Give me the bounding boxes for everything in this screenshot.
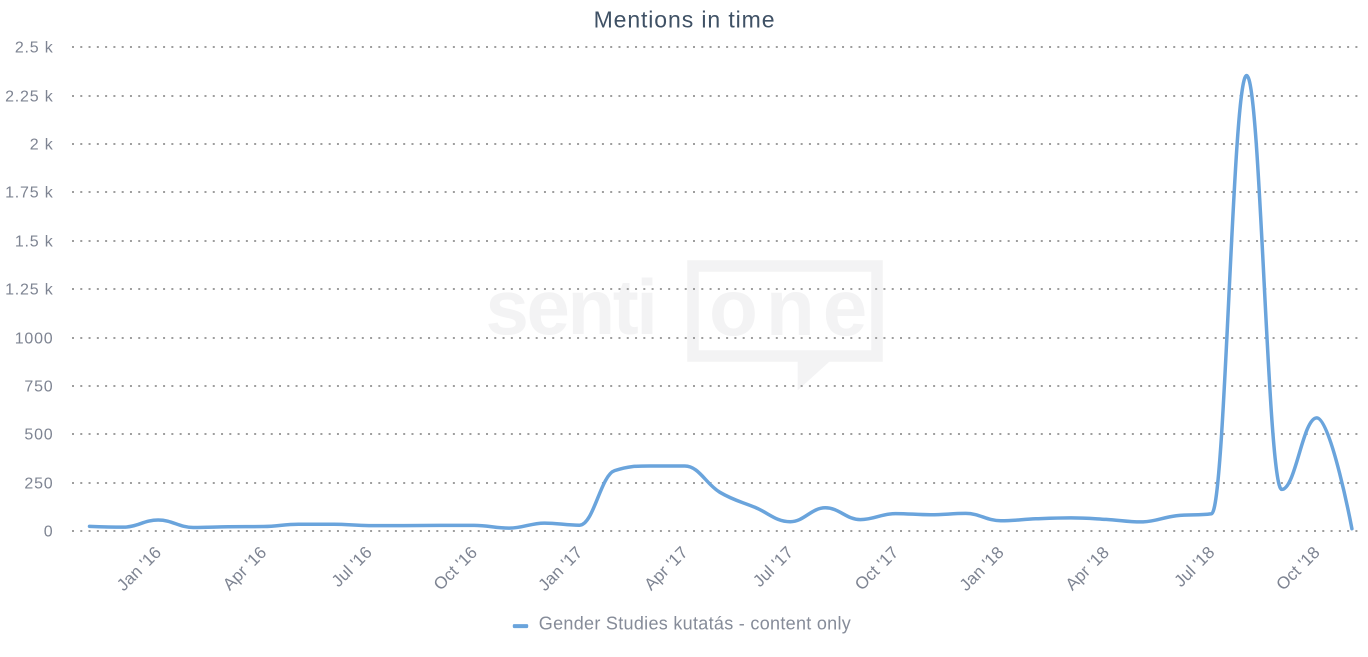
- svg-text:2.25 k: 2.25 k: [5, 89, 54, 106]
- svg-text:750: 750: [24, 379, 53, 396]
- svg-text:250: 250: [24, 476, 53, 493]
- svg-text:Mentions in time: Mentions in time: [594, 7, 776, 33]
- svg-text:1000: 1000: [15, 331, 54, 348]
- svg-text:senti: senti: [486, 263, 656, 351]
- svg-text:2 k: 2 k: [30, 137, 54, 154]
- svg-text:Gender Studies kutatás - conte: Gender Studies kutatás - content only: [539, 614, 851, 634]
- svg-text:1.75 k: 1.75 k: [5, 185, 54, 202]
- svg-text:0: 0: [44, 524, 54, 541]
- svg-text:1.5 k: 1.5 k: [15, 234, 54, 251]
- svg-text:one: one: [709, 263, 875, 352]
- svg-text:500: 500: [24, 427, 53, 444]
- svg-text:1.25 k: 1.25 k: [5, 282, 54, 299]
- svg-text:2.5 k: 2.5 k: [15, 40, 54, 57]
